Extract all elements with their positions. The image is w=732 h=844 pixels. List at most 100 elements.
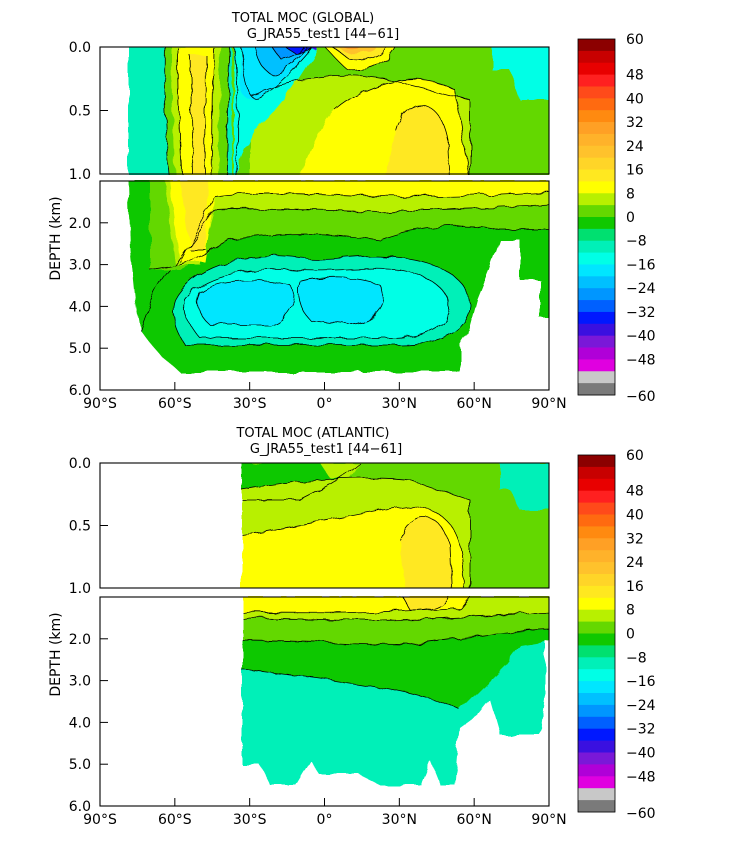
- atlantic-upper-contour-field: [100, 463, 549, 588]
- global-colorbar-label: −60: [626, 389, 656, 405]
- global-colorbar-swatch: [578, 311, 615, 325]
- global-colorbar-swatch: [578, 371, 615, 384]
- global-colorbar-swatch: [578, 145, 615, 159]
- global-colorbar-label: 16: [626, 163, 644, 179]
- global-ytick-label: 0.0: [69, 40, 91, 56]
- atlantic-colorbar-label: −8: [626, 650, 647, 666]
- global-colorbar-swatch: [578, 205, 615, 218]
- global-upper-contour-field: [100, 47, 549, 175]
- atlantic-colorbar-label: −16: [626, 674, 656, 690]
- atlantic-colorbar-swatch: [578, 621, 615, 634]
- global-xtick-label: 30°S: [233, 396, 267, 412]
- atlantic-ytick-label: 1.0: [69, 581, 91, 597]
- global-colorbar-swatch: [578, 276, 615, 289]
- global-colorbar-label: 24: [626, 139, 644, 155]
- global-xtick-label: 90°S: [83, 396, 117, 412]
- atlantic-colorbar: 60 48 40 32 24 16 8 0 −8 −16 −24 −32 −40 −48 −60: [577, 448, 656, 822]
- global-colorbar-swatch: [578, 181, 615, 194]
- global-colorbar-swatch: [578, 323, 615, 337]
- global-xtick-label: 30°N: [382, 396, 417, 412]
- global-ytick-label: 3.0: [69, 258, 91, 274]
- global-colorbar-swatch: [578, 335, 615, 348]
- atlantic-colorbar-swatch: [578, 704, 615, 718]
- atlantic-colorbar-swatch: [578, 585, 615, 599]
- atlantic-colorbar-label: 16: [626, 579, 644, 595]
- atlantic-ytick-label: 3.0: [69, 674, 91, 690]
- global-xtick-label: 90°N: [531, 396, 566, 412]
- global-colorbar-label: 40: [626, 91, 644, 107]
- atlantic-colorbar-label: 40: [626, 508, 644, 524]
- global-colorbar-label: 0: [626, 210, 635, 226]
- global-colorbar-label: 32: [626, 115, 644, 131]
- atlantic-colorbar-swatch: [578, 526, 615, 539]
- global-colorbar-label: −48: [626, 352, 656, 368]
- atlantic-ytick-label: 0.5: [69, 519, 91, 535]
- atlantic-colorbar-swatch: [578, 693, 615, 706]
- atlantic-colorbar-swatch: [578, 574, 615, 587]
- atlantic-colorbar-label: 24: [626, 555, 644, 571]
- global-colorbar-label: −40: [626, 329, 656, 345]
- atlantic-colorbar-label: −24: [626, 698, 656, 714]
- atlantic-colorbar-swatch: [578, 455, 615, 468]
- atlantic-colorbar-swatch: [578, 550, 615, 563]
- global-colorbar-swatch: [578, 288, 615, 301]
- atlantic-colorbar-label: −60: [626, 806, 656, 822]
- global-colorbar: 60 48 40 32 24 16 8 0 −8 −16 −24 −32 −40 −48 −60: [577, 32, 656, 405]
- global-colorbar-swatch: [578, 217, 615, 230]
- global-ylabel: DEPTH (km): [48, 196, 64, 280]
- axes-layer: 0.00.51.02.03.04.05.06.090°S 60°S 30°S 0° 30…: [48, 40, 567, 828]
- atlantic-xtick-label: 30°S: [233, 812, 267, 828]
- global-colorbar-swatch: [578, 252, 615, 265]
- atlantic-colorbar-swatch: [578, 776, 615, 789]
- global-colorbar-swatch: [578, 359, 615, 372]
- atlantic-colorbar-swatch: [578, 562, 615, 575]
- atlantic-colorbar-swatch: [578, 728, 615, 741]
- atlantic-colorbar-swatch: [578, 681, 615, 694]
- atlantic-xtick-label: 60°S: [158, 812, 192, 828]
- atlantic-colorbar-swatch: [578, 716, 615, 730]
- global-colorbar-swatch: [578, 122, 615, 135]
- global-colorbar-label: −16: [626, 257, 656, 273]
- atlantic-colorbar-swatch: [578, 657, 615, 670]
- atlantic-colorbar-swatch: [578, 597, 615, 611]
- atlantic-colorbar-label: −32: [626, 722, 656, 738]
- atlantic-colorbar-swatch: [578, 609, 615, 622]
- atlantic-colorbar-swatch: [578, 478, 615, 492]
- atlantic-colorbar-label: −48: [626, 769, 656, 785]
- atlantic-colorbar-swatch: [578, 633, 615, 646]
- global-colorbar-swatch: [578, 157, 615, 170]
- global-colorbar-swatch: [578, 240, 615, 253]
- atlantic-subtitle: G_JRA55_test1 [44−61]: [250, 442, 402, 457]
- atlantic-lower-contour-field: [100, 596, 549, 806]
- colorbars-layer: 60 48 40 32 24 16 8 0 −8 −16 −24 −32 −40 −48 −60 60 48 40…: [577, 32, 656, 822]
- global-ytick-label: 0.5: [69, 104, 91, 120]
- global-ytick-label: 2.0: [69, 216, 91, 232]
- global-colorbar-swatch: [578, 347, 615, 360]
- atlantic-colorbar-swatch: [578, 669, 615, 682]
- global-colorbar-swatch: [578, 98, 615, 111]
- atlantic-ylabel: DEPTH (km): [48, 612, 64, 696]
- global-colorbar-swatch: [578, 193, 615, 206]
- atlantic-ytick-label: 6.0: [69, 799, 91, 815]
- global-colorbar-label: 60: [626, 32, 644, 48]
- global-colorbar-label: 48: [626, 68, 644, 84]
- global-colorbar-label: −32: [626, 305, 656, 321]
- atlantic-colorbar-swatch: [578, 502, 615, 515]
- atlantic-ytick-label: 4.0: [69, 715, 91, 731]
- global-xtick-label: 60°S: [158, 396, 192, 412]
- atlantic-colorbar-label: 0: [626, 627, 635, 643]
- global-colorbar-swatch: [578, 74, 615, 87]
- atlantic-ytick-label: 2.0: [69, 632, 91, 648]
- global-colorbar-swatch: [578, 110, 615, 123]
- atlantic-title: TOTAL MOC (ATLANTIC): [235, 426, 389, 441]
- atlantic-xtick-label: 90°N: [531, 812, 566, 828]
- global-colorbar-swatch: [578, 169, 615, 182]
- global-colorbar-frame: [577, 38, 616, 396]
- atlantic-colorbar-label: 60: [626, 448, 644, 464]
- atlantic-xtick-label: 60°N: [457, 812, 492, 828]
- atlantic-colorbar-swatch: [578, 800, 615, 813]
- global-ytick-label: 5.0: [69, 341, 91, 357]
- atlantic-ytick-label: 5.0: [69, 757, 91, 773]
